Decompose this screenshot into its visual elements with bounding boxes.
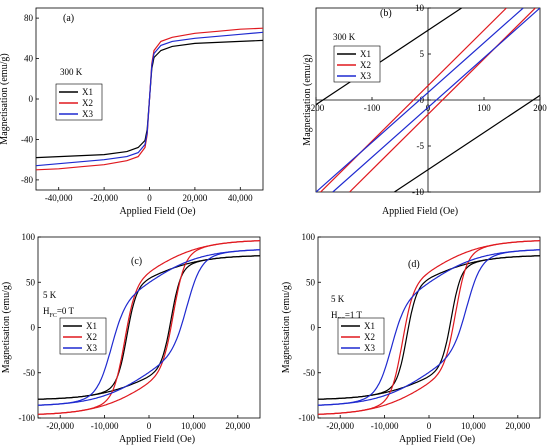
- y-tick-label: -40: [21, 134, 33, 144]
- y-tick-label: 50: [306, 277, 316, 287]
- series-line-X1-descending: [38, 255, 260, 400]
- panel-label: (b): [380, 8, 392, 19]
- series-line-X3-descending: [318, 249, 540, 406]
- temperature-note: 300 K: [60, 67, 83, 77]
- x-tick-label: 20,000: [225, 421, 250, 431]
- x-tick-label: -200: [308, 103, 325, 113]
- y-tick-label: -5: [417, 141, 425, 151]
- x-tick-label: -10,000: [91, 421, 119, 431]
- series-line-X2-branch-1: [319, 8, 507, 192]
- legend-label-X2: X2: [360, 60, 371, 70]
- y-tick-label: -100: [19, 413, 36, 423]
- legend-label-X1: X1: [86, 321, 97, 331]
- x-tick-label: 100: [477, 103, 491, 113]
- series-group: [38, 240, 260, 415]
- y-axis-label: Magnetisation (emu/g): [281, 282, 292, 373]
- temperature-note: 300 K: [333, 32, 356, 42]
- x-tick-label: 0: [147, 193, 152, 203]
- legend-label-X3: X3: [364, 343, 375, 353]
- y-tick-label: 100: [22, 232, 36, 242]
- y-tick-label: 0: [31, 323, 36, 333]
- y-tick-label: 5: [420, 49, 425, 59]
- series-line-X1-descending: [318, 255, 540, 400]
- legend-box: [59, 317, 107, 355]
- y-tick-label: 0: [420, 95, 425, 105]
- x-tick-label: 20,000: [505, 421, 530, 431]
- temperature-note: 5 K: [43, 290, 57, 300]
- y-tick-label: 50: [26, 277, 36, 287]
- x-tick-label: 0: [147, 421, 152, 431]
- x-tick-label: 20,000: [183, 193, 208, 203]
- y-axis-label: Magnetisation (emu/g): [302, 54, 313, 145]
- legend-label-X3: X3: [86, 343, 97, 353]
- x-tick-label: 0: [427, 421, 432, 431]
- legend-label-X2: X2: [364, 332, 375, 342]
- y-tick-label: -80: [21, 175, 33, 185]
- chart-panel-1: -40,000 -20,000 0 20,000 40,000 -80 -40 0 40 80 Ap…: [0, 7, 264, 217]
- chart-panel-3: -20,000 -10,000 0 10,000 20,000 -100 -50 0 50 100…: [1, 232, 261, 445]
- x-tick-label: -20,000: [326, 421, 354, 431]
- y-tick-label: -100: [299, 413, 316, 423]
- x-axis-label: Applied Field (Oe): [382, 206, 458, 217]
- y-tick-label: 0: [29, 94, 34, 104]
- y-axis-label: Magnetisation (emu/g): [0, 53, 10, 144]
- x-tick-label: 10,000: [461, 421, 486, 431]
- x-tick-label: -100: [364, 103, 381, 113]
- x-axis-label: Applied Field (Oe): [119, 434, 195, 445]
- series-group: [36, 27, 263, 171]
- x-tick-label: -20,000: [90, 193, 118, 203]
- x-tick-label: -20,000: [46, 421, 74, 431]
- y-axis-label: Magnetisation (emu/g): [1, 282, 12, 373]
- y-tick-label: 100: [302, 232, 316, 242]
- x-axis-label: Applied Field (Oe): [119, 206, 195, 217]
- panel-label: (d): [408, 259, 420, 270]
- series-line-X2-descending: [318, 240, 540, 415]
- legend-label-X2: X2: [82, 98, 93, 108]
- y-tick-label: -50: [303, 368, 315, 378]
- y-tick-label: 40: [24, 54, 34, 64]
- series-line-X3-branch-1: [316, 8, 524, 192]
- x-tick-label: 40,000: [228, 193, 253, 203]
- series-group: [318, 240, 540, 415]
- x-tick-label: -10,000: [371, 421, 399, 431]
- x-tick-label: 200: [533, 103, 547, 113]
- series-line-X3-descending: [38, 249, 260, 406]
- y-tick-label: 10: [415, 3, 425, 13]
- field-cooling-note: HFC=0 T: [43, 306, 75, 319]
- y-tick-label: 0: [311, 323, 316, 333]
- legend-label-X1: X1: [364, 321, 375, 331]
- legend-label-X3: X3: [82, 109, 93, 119]
- legend-label-X2: X2: [86, 332, 97, 342]
- x-axis-label: Applied Field (Oe): [399, 434, 475, 445]
- legend-label-X1: X1: [360, 49, 371, 59]
- series-line-X3: [36, 31, 263, 167]
- panel-label: (a): [63, 13, 74, 24]
- series-line-X3-branch-2: [332, 8, 540, 192]
- y-tick-label: -50: [23, 368, 35, 378]
- series-line-X1-branch-1: [316, 8, 462, 106]
- legend-label-X1: X1: [82, 87, 93, 97]
- series-line-X2-descending: [38, 240, 260, 415]
- legend-label-X3: X3: [360, 71, 371, 81]
- chart-panel-4: -20,000 -10,000 0 10,000 20,000 -100 -50 0 50 100…: [281, 232, 541, 445]
- panel-label: (c): [131, 256, 142, 267]
- x-tick-label: -40,000: [45, 193, 73, 203]
- y-tick-label: -10: [412, 187, 424, 197]
- temperature-note: 5 K: [331, 294, 345, 304]
- x-tick-label: 10,000: [181, 421, 206, 431]
- y-tick-label: 80: [24, 13, 34, 23]
- series-line-X1-branch-2: [394, 94, 540, 192]
- series-group: [316, 8, 540, 192]
- series-line-X2-branch-2: [349, 8, 537, 192]
